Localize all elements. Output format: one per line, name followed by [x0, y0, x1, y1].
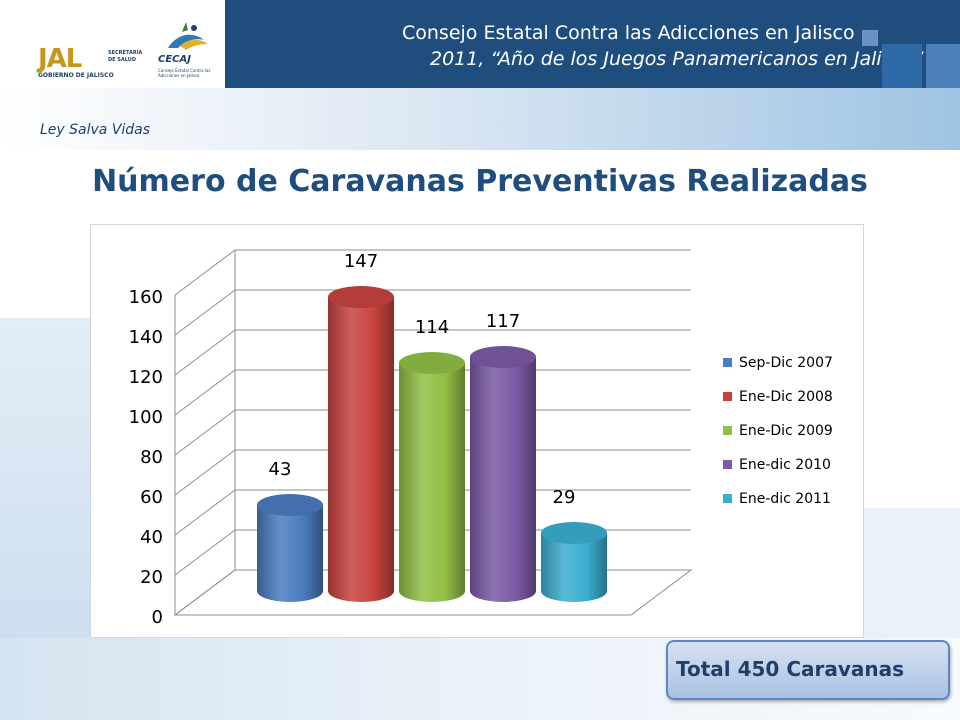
data-label: 29: [553, 487, 576, 508]
chart-svg: 0 20 40 60 80 100 120 140 160 43 147 114 117 29 Sep-Di…: [129, 249, 833, 628]
cecaj-logo-text: CECAJ: [158, 54, 191, 65]
header-title: Consejo Estatal Contra las Adicciones en…: [402, 22, 855, 44]
total-box: Total 450 Caravanas: [666, 640, 950, 700]
background-panel: [862, 508, 960, 638]
bar-top-2: [328, 286, 394, 308]
legend-label: Ene-Dic 2008: [739, 389, 833, 405]
gridline-side: [174, 329, 236, 376]
bar-top-5: [541, 522, 607, 544]
decor-square: [882, 44, 922, 88]
chart-frame: 0 20 40 60 80 100 120 140 160 43 147 114 117 29 Sep-Di…: [90, 224, 864, 638]
data-label: 114: [415, 317, 449, 338]
y-tick-label: 80: [140, 447, 163, 468]
section-label: Ley Salva Vidas: [40, 122, 151, 138]
gridline-side: [174, 449, 236, 496]
data-label: 117: [486, 311, 520, 332]
y-tick-label: 40: [140, 527, 163, 548]
y-tick-label: 140: [129, 327, 163, 348]
legend-swatch: [723, 494, 732, 503]
bar-top-4: [470, 346, 536, 368]
jal-logo-text: JAL: [38, 44, 82, 74]
gridline-side: [174, 489, 236, 536]
gridline-side: [174, 409, 236, 456]
legend-swatch: [723, 426, 732, 435]
bar-top-1: [257, 494, 323, 516]
bar-2: [328, 297, 394, 602]
gridline-side: [174, 249, 236, 296]
cecaj-logo: CECAJ Consejo Estatal Contra las Adiccio…: [158, 18, 218, 82]
y-tick-label: 100: [129, 407, 163, 428]
legend-swatch: [723, 358, 732, 367]
gridline-side: [174, 289, 236, 336]
y-tick-label: 120: [129, 367, 163, 388]
data-label: 147: [344, 251, 378, 272]
y-tick-label: 60: [140, 487, 163, 508]
header-subtitle: 2011, “Año de los Juegos Panamericanos e…: [430, 48, 924, 70]
bar-top-3: [399, 352, 465, 374]
data-label: 43: [269, 459, 292, 480]
bar-4: [470, 357, 536, 602]
total-text: Total 450 Caravanas: [676, 657, 905, 681]
jalisco-logo: JAL GOBIERNO DE JALISCO SECRETARÍA DE SA…: [38, 44, 148, 80]
decor-square: [926, 44, 960, 88]
legend-label: Ene-dic 2010: [739, 457, 831, 473]
y-tick-label: 0: [152, 607, 163, 628]
header-band: JAL GOBIERNO DE JALISCO SECRETARÍA DE SA…: [0, 0, 960, 88]
logos-area: JAL GOBIERNO DE JALISCO SECRETARÍA DE SA…: [0, 0, 225, 88]
decor-square: [862, 30, 878, 46]
bar-5: [541, 533, 607, 602]
cecaj-emblem-icon: [168, 22, 208, 50]
legend-label: Sep-Dic 2007: [739, 355, 833, 371]
legend-swatch: [723, 460, 732, 469]
legend-label: Ene-Dic 2009: [739, 423, 833, 439]
gridline-side: [174, 369, 236, 416]
legend-label: Ene-dic 2011: [739, 491, 831, 507]
page-title: Número de Caravanas Preventivas Realizad…: [92, 164, 868, 199]
chart-floor: [173, 569, 693, 616]
gridline-side: [174, 529, 236, 576]
legend-swatch: [723, 392, 732, 401]
jal-side-text: SECRETARÍA DE SALUD: [108, 50, 143, 63]
section-bar: [0, 88, 960, 150]
y-tick-label: 160: [129, 287, 163, 308]
cecaj-sub-text: Consejo Estatal Contra las Adicciones en…: [158, 68, 211, 78]
y-tick-label: 20: [140, 567, 163, 588]
bar-3: [399, 363, 465, 602]
bar-1: [257, 505, 323, 602]
jal-gov-text: GOBIERNO DE JALISCO: [38, 72, 114, 79]
